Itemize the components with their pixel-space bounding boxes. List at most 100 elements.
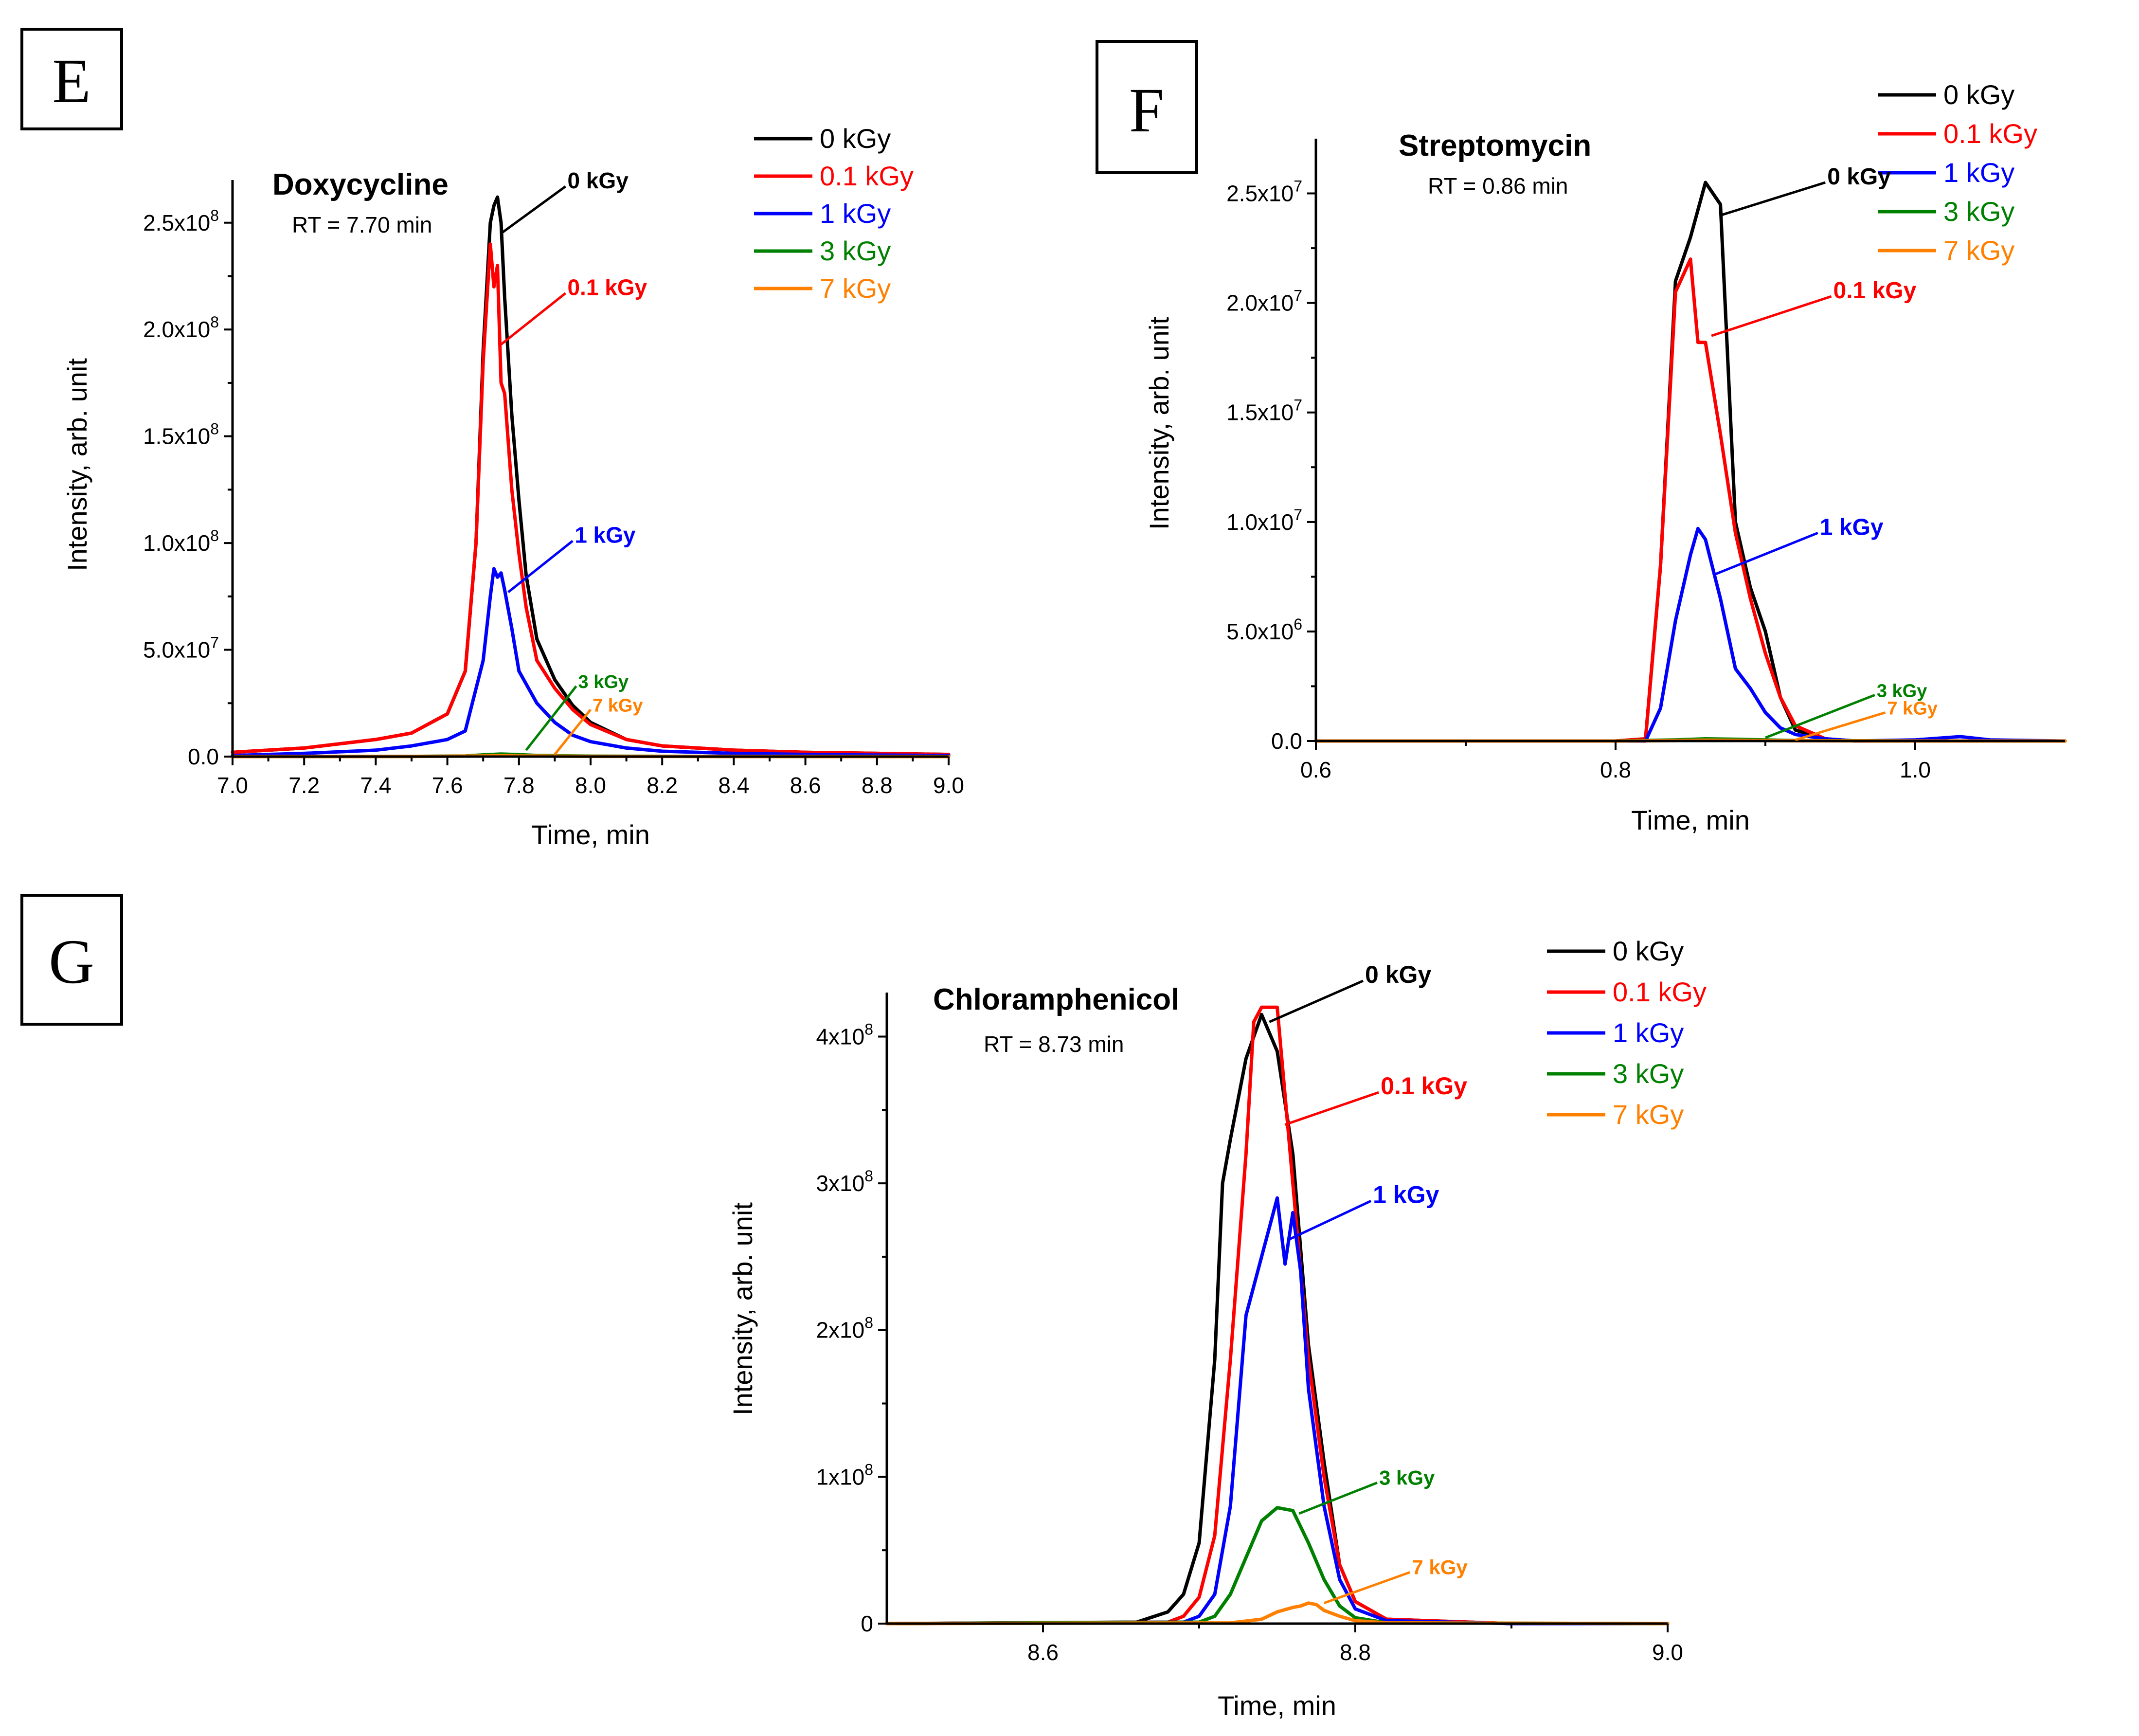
y-tick-label: 1.5x107 (1226, 397, 1302, 425)
annotation-label-3-kgy: 3 kGy (1379, 1466, 1435, 1489)
annotation-label-1-kgy: 1 kGy (1373, 1181, 1439, 1208)
series-line-1-kgy (1314, 526, 2067, 743)
x-tick-label: 8.4 (718, 773, 749, 798)
legend: 0 kGy 0.1 kGy 1 kGy 3 kGy 7 kGy (754, 123, 914, 304)
y-tick-label: 4x108 (816, 1020, 873, 1049)
annotation-label-1-kgy: 1 kGy (1820, 514, 1884, 540)
panel-letter-g: G (49, 927, 94, 997)
x-tick-label: 7.6 (432, 773, 463, 798)
panel-letter-e: E (52, 46, 90, 116)
legend-label-3-kgy: 3 kGy (1943, 196, 2014, 227)
chart-title: Chloramphenicol (933, 983, 1179, 1016)
annotation-label-0-kgy: 0 kGy (1365, 961, 1431, 988)
annotation-leader-7-kgy (1795, 711, 1886, 741)
chart-title: Streptomycin (1399, 129, 1591, 163)
annotation-leader-0-1-kgy (1284, 1091, 1379, 1126)
y-axis-title: Intensity, arb. unit (727, 1202, 758, 1415)
legend-label-7-kgy: 7 kGy (1613, 1099, 1684, 1130)
chart-doxycycline: 7.0 7.2 7.4 7.6 7.8 8.0 8.2 8.4 8.6 8.8 9.0 0.0 5.0x… (62, 123, 964, 850)
panel-label-f: F (1096, 40, 1198, 174)
annotation-label-7-kgy: 7 kGy (1412, 1555, 1468, 1578)
annotation-label-0-1-kgy: 0.1 kGy (567, 275, 647, 300)
legend-label-0-1-kgy: 0.1 kGy (1943, 118, 2037, 149)
x-tick-label: 7.8 (503, 773, 535, 798)
annotation-leader-7-kgy (554, 708, 592, 756)
x-tick-label: 9.0 (1652, 1640, 1683, 1665)
annotation-leader-0-kgy (1720, 181, 1826, 217)
y-tick-label: 3x108 (816, 1167, 873, 1196)
x-tick-label: 1.0 (1900, 757, 1931, 782)
legend-label-1-kgy: 1 kGy (1943, 157, 2014, 188)
x-tick-label: 8.8 (1340, 1640, 1371, 1665)
annotation-leader-7-kgy (1323, 1571, 1411, 1605)
y-tick-label: 0 (861, 1611, 873, 1636)
y-tick-label: 5.0x107 (143, 634, 219, 663)
legend-label-7-kgy: 7 kGy (1943, 235, 2014, 266)
legend-label-0-kgy: 0 kGy (1943, 79, 2014, 110)
series-line-7-kgy (885, 1601, 1670, 1626)
y-tick-label: 0.0 (1271, 728, 1302, 754)
y-tick-label: 1x108 (816, 1461, 873, 1489)
legend-label-0-kgy: 0 kGy (820, 123, 891, 154)
x-tick-label: 0.6 (1300, 757, 1331, 782)
annotation-leader-3-kgy (525, 685, 577, 751)
annotation-leader-1-kgy (507, 540, 574, 594)
annotation-leader-0-1-kgy (1711, 295, 1832, 337)
chart-chloramphenicol: 8.6 8.8 9.0 0 1x108 2x108 3x108 4x108 Time, min I… (727, 936, 1707, 1721)
y-tick-label: 2.0x108 (143, 313, 219, 342)
annotation-label-0-1-kgy: 0.1 kGy (1833, 278, 1917, 304)
legend-label-1-kgy: 1 kGy (1613, 1017, 1684, 1048)
annotation-label-7-kgy: 7 kGy (1887, 698, 1938, 719)
y-tick-label: 2.5x108 (143, 207, 219, 235)
x-tick-label: 7.0 (217, 773, 248, 798)
annotation-label-1-kgy: 1 kGy (575, 523, 636, 548)
y-tick-label: 1.5x108 (143, 420, 219, 449)
chart-subtitle: RT = 0.86 min (1428, 173, 1568, 199)
legend: 0 kGy 0.1 kGy 1 kGy 3 kGy 7 kGy (1547, 936, 1707, 1130)
series-line-0-1-kgy (1314, 257, 2067, 743)
legend-label-3-kgy: 3 kGy (820, 235, 891, 266)
series-line-1-kgy (231, 567, 951, 758)
series-line-3-kgy (885, 1506, 1670, 1626)
y-tick-label: 2x108 (816, 1314, 873, 1343)
series-line-0-1-kgy (231, 242, 951, 757)
legend: 0 kGy 0.1 kGy 1 kGy 3 kGy 7 kGy (1878, 79, 2037, 266)
legend-label-1-kgy: 1 kGy (820, 198, 891, 229)
x-tick-label: 0.8 (1600, 757, 1631, 782)
y-tick-label: 0.0 (188, 744, 219, 769)
panel-label-e: E (20, 28, 123, 130)
y-tick-label: 2.0x107 (1226, 287, 1302, 316)
x-tick-label: 7.4 (360, 773, 391, 798)
y-tick-label: 5.0x106 (1226, 615, 1302, 644)
x-tick-label: 8.2 (647, 773, 678, 798)
x-tick-label: 7.2 (288, 773, 320, 798)
legend-label-0-1-kgy: 0.1 kGy (1613, 976, 1707, 1007)
chart-title: Doxycycline (272, 168, 449, 201)
y-axis-title: Intensity, arb. unit (1144, 317, 1174, 530)
x-tick-label: 9.0 (933, 773, 964, 798)
annotation-label-0-1-kgy: 0.1 kGy (1381, 1072, 1467, 1100)
annotation-leader-1-kgy (1289, 1200, 1372, 1240)
annotation-leader-0-1-kgy (500, 292, 567, 345)
series-line-1-kgy (885, 1196, 1670, 1626)
annotation-leader-0-kgy (500, 185, 566, 235)
y-tick-label: 1.0x108 (143, 527, 219, 556)
series-line-0-kgy (885, 1013, 1670, 1626)
legend-label-0-1-kgy: 0.1 kGy (820, 161, 914, 191)
annotation-label-0-kgy: 0 kGy (567, 168, 629, 193)
y-axis-title: Intensity, arb. unit (62, 358, 92, 571)
chart-subtitle: RT = 7.70 min (292, 212, 432, 237)
y-tick-label: 1.0x107 (1226, 506, 1302, 535)
x-axis-title: Time, min (1218, 1690, 1336, 1721)
x-axis-title: Time, min (1631, 805, 1750, 835)
x-tick-label: 8.0 (575, 773, 606, 798)
x-axis-title: Time, min (531, 819, 650, 850)
panel-label-g: G (20, 894, 123, 1026)
chart-streptomycin: 0.6 0.8 1.0 0.0 5.0x106 1.0x107 1.5x107 2.0x107… (1144, 79, 2067, 835)
legend-label-7-kgy: 7 kGy (820, 273, 891, 304)
chart-subtitle: RT = 8.73 min (984, 1031, 1124, 1057)
annotation-label-3-kgy: 3 kGy (578, 672, 629, 692)
x-tick-label: 8.8 (862, 773, 893, 798)
y-tick-label: 2.5x107 (1226, 178, 1302, 206)
